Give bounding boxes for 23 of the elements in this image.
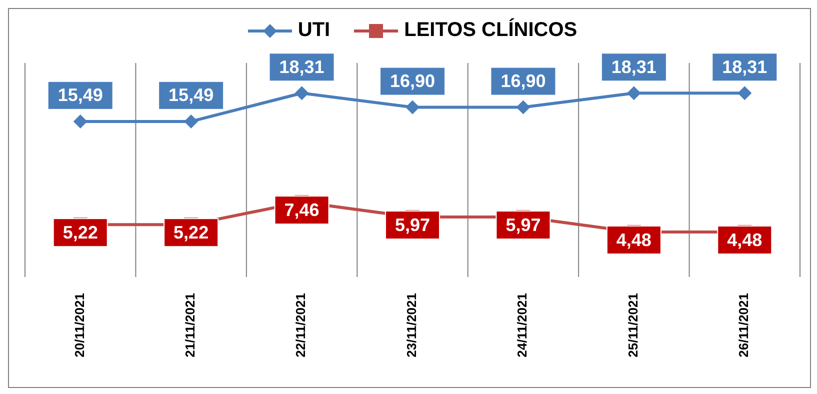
data-label: 15,49 <box>168 85 214 106</box>
legend-label: LEITOS CLÍNICOS <box>403 19 578 42</box>
x-tick-label: 26/11/2021 <box>736 293 752 358</box>
data-label: 16,90 <box>500 71 546 92</box>
data-label: 15,49 <box>58 85 103 106</box>
x-tick-label: 20/11/2021 <box>72 293 87 358</box>
data-label: 4,48 <box>616 230 652 250</box>
data-label: 18,31 <box>611 56 656 77</box>
data-label: 4,48 <box>727 230 762 250</box>
x-tick-label: 25/11/2021 <box>625 293 640 358</box>
data-label: 16,90 <box>390 71 436 92</box>
data-label: 5,22 <box>62 222 98 242</box>
x-tick-label: 23/11/2021 <box>404 293 419 358</box>
data-label: 5,97 <box>394 214 430 235</box>
data-label: 18,31 <box>279 56 324 77</box>
x-tick-label: 21/11/2021 <box>182 293 198 358</box>
x-tick-label: 22/11/2021 <box>293 293 308 358</box>
data-label: 7,46 <box>284 200 320 220</box>
legend-label: UTI <box>296 19 330 42</box>
data-label: 5,22 <box>174 222 209 242</box>
data-label: 5,97 <box>506 214 541 235</box>
x-tick-label: 24/11/2021 <box>514 293 530 358</box>
data-label: 18,31 <box>722 56 768 77</box>
